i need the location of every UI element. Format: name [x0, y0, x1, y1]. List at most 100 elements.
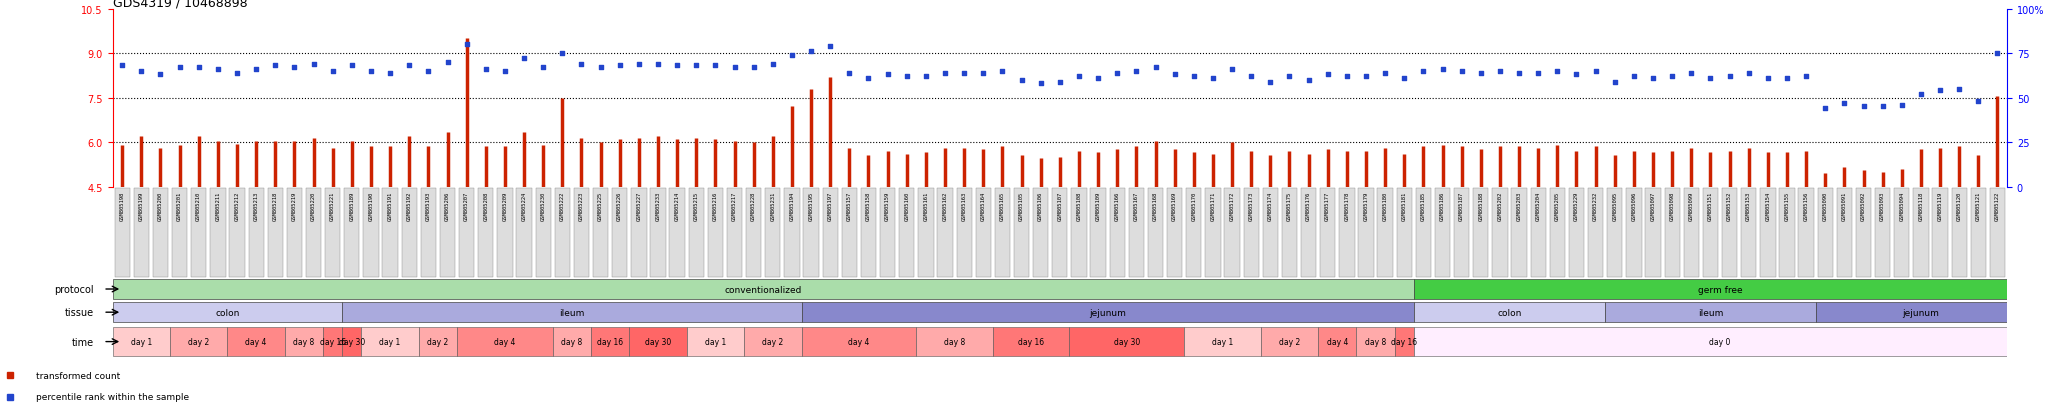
Point	[1847, 104, 1880, 110]
Bar	[1606, 303, 1817, 322]
Text: time: time	[72, 337, 94, 347]
FancyBboxPatch shape	[115, 189, 129, 277]
Bar	[801, 327, 915, 356]
Point	[776, 52, 809, 59]
Point	[1464, 70, 1497, 77]
FancyBboxPatch shape	[401, 189, 418, 277]
Text: percentile rank within the sample: percentile rank within the sample	[37, 392, 188, 401]
Point	[680, 63, 713, 70]
Text: GSM805172: GSM805172	[1229, 192, 1235, 221]
Text: GSM805216: GSM805216	[713, 192, 719, 221]
Point	[1063, 74, 1096, 80]
Text: day 1: day 1	[131, 337, 152, 346]
Point	[1389, 76, 1421, 82]
Text: ileum: ileum	[559, 308, 584, 317]
Text: GSM805228: GSM805228	[752, 192, 756, 221]
Text: GSM805226: GSM805226	[616, 192, 623, 221]
FancyBboxPatch shape	[516, 189, 532, 277]
Text: GSM805180: GSM805180	[1382, 192, 1389, 221]
FancyBboxPatch shape	[1090, 189, 1106, 277]
FancyBboxPatch shape	[1397, 189, 1411, 277]
FancyBboxPatch shape	[326, 189, 340, 277]
FancyBboxPatch shape	[1741, 189, 1757, 277]
FancyBboxPatch shape	[1722, 189, 1737, 277]
Text: GSM805170: GSM805170	[1192, 192, 1196, 221]
FancyBboxPatch shape	[1282, 189, 1296, 277]
Text: GSM805224: GSM805224	[522, 192, 526, 221]
Text: GSM805165: GSM805165	[999, 192, 1006, 221]
Text: GSM805230: GSM805230	[541, 192, 545, 221]
FancyBboxPatch shape	[1855, 189, 1872, 277]
Text: germ free: germ free	[1698, 285, 1743, 294]
FancyBboxPatch shape	[287, 189, 303, 277]
Point	[106, 63, 139, 70]
Point	[1772, 76, 1804, 82]
Point	[393, 63, 426, 70]
Bar	[1319, 327, 1356, 356]
Point	[1790, 74, 1823, 80]
Text: GSM805161: GSM805161	[924, 192, 928, 221]
Text: GSM805217: GSM805217	[731, 192, 737, 221]
Text: GSM805211: GSM805211	[215, 192, 221, 221]
FancyBboxPatch shape	[229, 189, 244, 277]
Bar	[113, 327, 170, 356]
FancyBboxPatch shape	[670, 189, 684, 277]
Point	[565, 61, 598, 68]
Point	[834, 70, 866, 77]
FancyBboxPatch shape	[727, 189, 741, 277]
FancyBboxPatch shape	[1798, 189, 1815, 277]
Point	[1561, 72, 1593, 78]
Point	[1714, 74, 1747, 80]
Text: GSM805092: GSM805092	[1862, 192, 1866, 221]
Text: day 4: day 4	[246, 337, 266, 346]
Point	[1350, 74, 1382, 80]
FancyBboxPatch shape	[688, 189, 705, 277]
Text: GSM805227: GSM805227	[637, 192, 641, 221]
Point	[1886, 102, 1919, 109]
Text: GSM805106: GSM805106	[1038, 192, 1042, 221]
Text: GDS4319 / 10468898: GDS4319 / 10468898	[113, 0, 248, 9]
Point	[201, 66, 233, 73]
Text: day 8: day 8	[944, 337, 965, 346]
FancyBboxPatch shape	[1780, 189, 1794, 277]
Text: GSM805191: GSM805191	[387, 192, 393, 221]
FancyBboxPatch shape	[1186, 189, 1202, 277]
FancyBboxPatch shape	[1665, 189, 1679, 277]
Text: jejunum: jejunum	[1090, 308, 1126, 317]
FancyBboxPatch shape	[1702, 189, 1718, 277]
Point	[1751, 76, 1784, 82]
Point	[508, 56, 541, 62]
FancyBboxPatch shape	[1913, 189, 1929, 277]
Point	[909, 74, 942, 80]
Bar	[801, 303, 1413, 322]
Point	[662, 63, 694, 70]
Text: GSM805099: GSM805099	[1690, 192, 1694, 221]
Text: GSM805164: GSM805164	[981, 192, 985, 221]
FancyBboxPatch shape	[344, 189, 360, 277]
Bar	[1069, 327, 1184, 356]
Text: GSM805160: GSM805160	[905, 192, 909, 221]
Point	[125, 68, 158, 75]
FancyBboxPatch shape	[1206, 189, 1221, 277]
Text: GSM805176: GSM805176	[1307, 192, 1311, 221]
Bar	[1413, 327, 2025, 356]
Text: protocol: protocol	[53, 284, 94, 294]
Text: day 30: day 30	[645, 337, 672, 346]
FancyBboxPatch shape	[190, 189, 207, 277]
Point	[336, 63, 369, 70]
Text: GSM805221: GSM805221	[330, 192, 336, 221]
Text: GSM805178: GSM805178	[1343, 192, 1350, 221]
FancyBboxPatch shape	[1225, 189, 1239, 277]
Point	[967, 70, 999, 77]
FancyBboxPatch shape	[1147, 189, 1163, 277]
FancyBboxPatch shape	[1110, 189, 1124, 277]
Text: day 2: day 2	[1278, 337, 1300, 346]
Point	[373, 70, 406, 77]
Point	[698, 63, 731, 70]
FancyBboxPatch shape	[1530, 189, 1546, 277]
Text: GSM805108: GSM805108	[1077, 192, 1081, 221]
Text: GSM805189: GSM805189	[350, 192, 354, 221]
Text: GSM805199: GSM805199	[139, 192, 143, 221]
Text: GSM805233: GSM805233	[655, 192, 662, 221]
Point	[1923, 88, 1956, 95]
